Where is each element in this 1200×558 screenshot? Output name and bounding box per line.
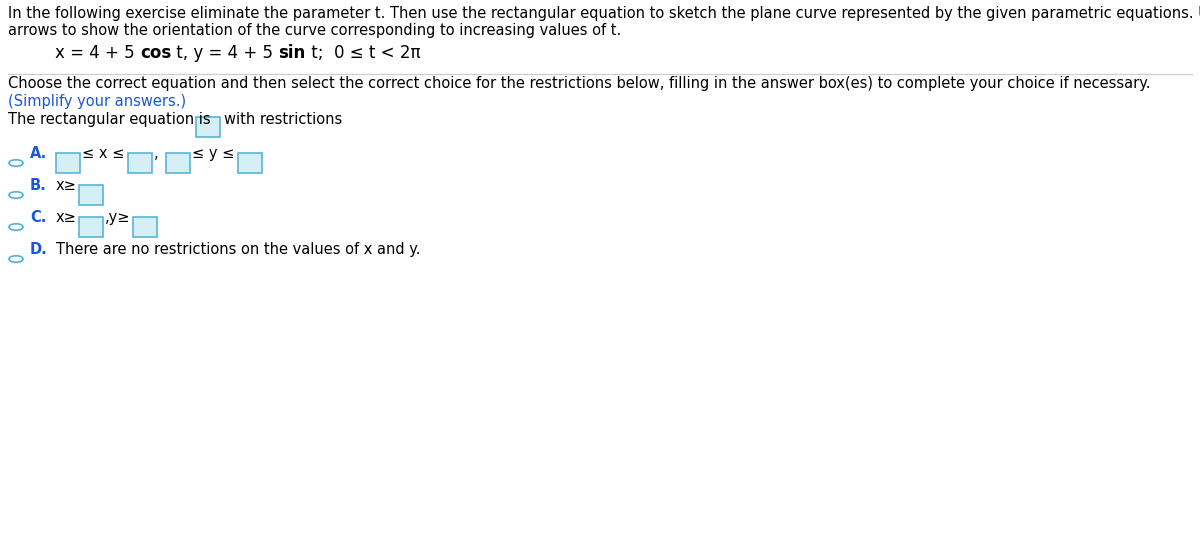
Text: t, y = 4 + 5: t, y = 4 + 5 [172,44,278,62]
Text: The rectangular equation is: The rectangular equation is [8,112,211,127]
FancyBboxPatch shape [133,217,157,237]
Text: In the following exercise eliminate the parameter t. Then use the rectangular eq: In the following exercise eliminate the … [8,6,1200,21]
Text: cos: cos [140,44,172,62]
Text: There are no restrictions on the values of x and y.: There are no restrictions on the values … [56,242,420,257]
Text: sin: sin [278,44,306,62]
Text: ,: , [154,146,158,161]
Text: ,y≥: ,y≥ [106,210,131,225]
Text: x = 4 + 5: x = 4 + 5 [55,44,140,62]
FancyBboxPatch shape [166,153,190,173]
Text: D.: D. [30,242,48,257]
Text: ≤ y ≤: ≤ y ≤ [192,146,234,161]
Text: with restrictions: with restrictions [224,112,342,127]
Text: x≥: x≥ [56,178,77,193]
Text: t;  0 ≤ t < 2π: t; 0 ≤ t < 2π [306,44,420,62]
FancyBboxPatch shape [128,153,152,173]
FancyBboxPatch shape [56,153,80,173]
FancyBboxPatch shape [196,117,220,137]
Text: A.: A. [30,146,47,161]
Text: C.: C. [30,210,47,225]
FancyBboxPatch shape [79,217,103,237]
Text: ≤ x ≤: ≤ x ≤ [82,146,125,161]
FancyBboxPatch shape [79,185,103,205]
Text: (Simplify your answers.): (Simplify your answers.) [8,94,186,109]
Text: x≥: x≥ [56,210,77,225]
Text: arrows to show the orientation of the curve corresponding to increasing values o: arrows to show the orientation of the cu… [8,23,622,38]
Text: B.: B. [30,178,47,193]
FancyBboxPatch shape [238,153,262,173]
Text: Choose the correct equation and then select the correct choice for the restricti: Choose the correct equation and then sel… [8,76,1151,91]
